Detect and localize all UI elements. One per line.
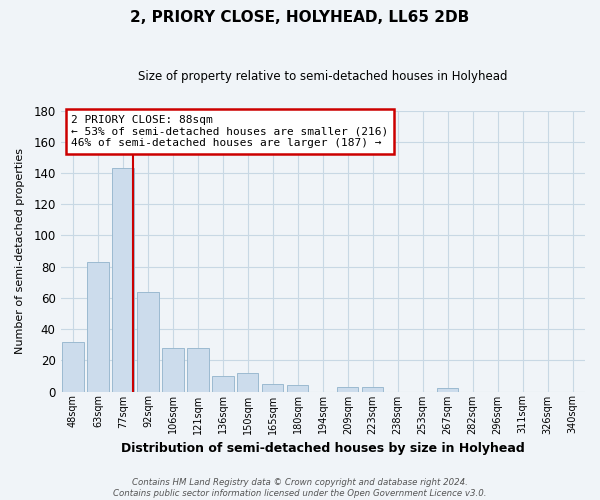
Bar bbox=[187, 348, 209, 392]
X-axis label: Distribution of semi-detached houses by size in Holyhead: Distribution of semi-detached houses by … bbox=[121, 442, 524, 455]
Bar bbox=[337, 387, 358, 392]
Bar bbox=[262, 384, 283, 392]
Bar bbox=[212, 376, 233, 392]
Bar bbox=[237, 373, 259, 392]
Y-axis label: Number of semi-detached properties: Number of semi-detached properties bbox=[15, 148, 25, 354]
Text: 2, PRIORY CLOSE, HOLYHEAD, LL65 2DB: 2, PRIORY CLOSE, HOLYHEAD, LL65 2DB bbox=[130, 10, 470, 25]
Bar bbox=[362, 387, 383, 392]
Bar bbox=[112, 168, 134, 392]
Title: Size of property relative to semi-detached houses in Holyhead: Size of property relative to semi-detach… bbox=[138, 70, 508, 83]
Text: 2 PRIORY CLOSE: 88sqm
← 53% of semi-detached houses are smaller (216)
46% of sem: 2 PRIORY CLOSE: 88sqm ← 53% of semi-deta… bbox=[71, 115, 388, 148]
Bar bbox=[437, 388, 458, 392]
Bar bbox=[287, 386, 308, 392]
Bar bbox=[137, 292, 158, 392]
Bar bbox=[62, 342, 83, 392]
Bar bbox=[88, 262, 109, 392]
Text: Contains HM Land Registry data © Crown copyright and database right 2024.
Contai: Contains HM Land Registry data © Crown c… bbox=[113, 478, 487, 498]
Bar bbox=[163, 348, 184, 392]
